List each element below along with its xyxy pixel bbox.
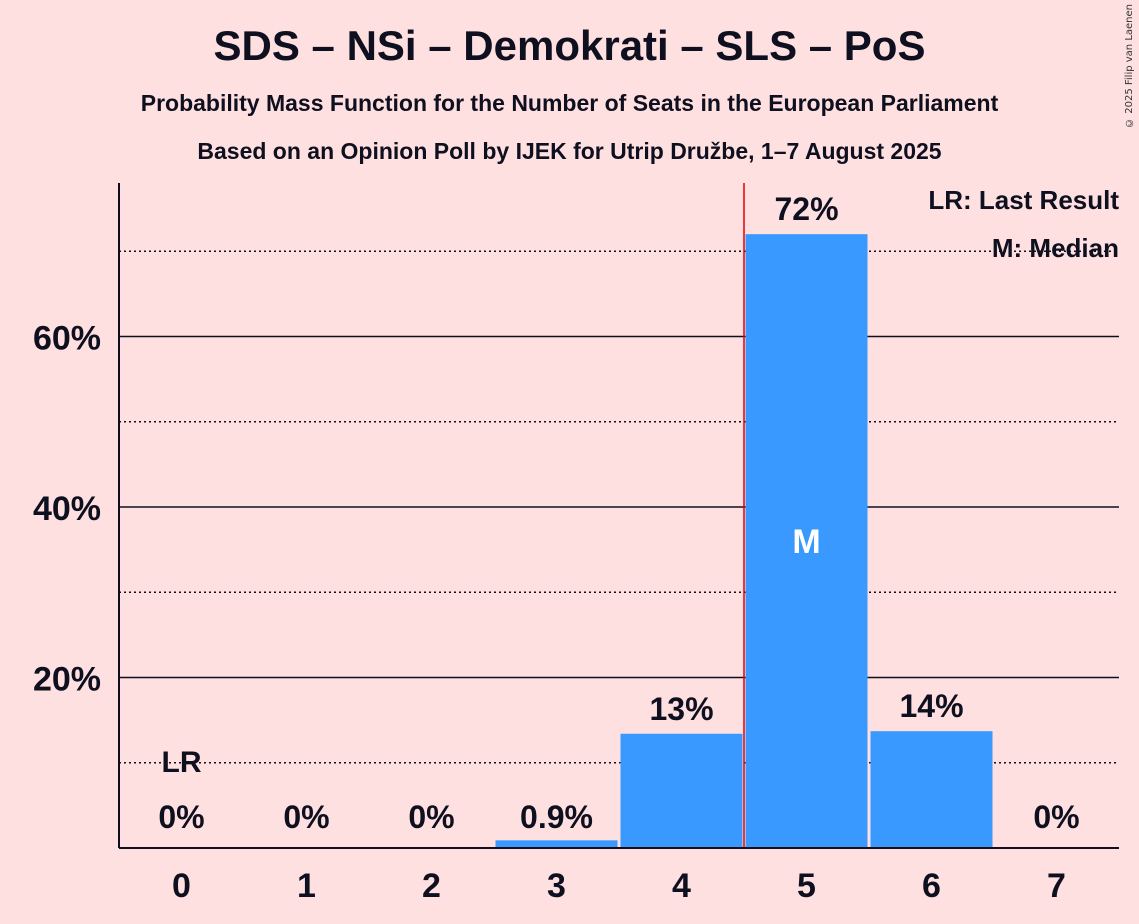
bar-value-label: 14% [899,688,963,724]
bar [495,840,618,848]
chart-subtitle: Probability Mass Function for the Number… [140,90,999,116]
bar-value-label: 0.9% [520,799,593,835]
bar [870,731,993,848]
x-tick-label: 7 [1047,867,1066,905]
x-tick-label: 0 [172,867,191,905]
bar-value-label: 0% [158,799,204,835]
x-tick-label: 5 [797,867,816,905]
x-tick-label: 2 [422,867,441,905]
chart-title: SDS – NSi – Demokrati – SLS – PoS [213,22,926,69]
bar [745,234,868,849]
median-marker: M [792,523,820,561]
bar-value-label: 13% [649,691,713,727]
bar-value-label: 0% [1033,799,1079,835]
x-tick-label: 4 [672,867,691,905]
legend-median: M: Median [992,233,1119,263]
legend-last-result: LR: Last Result [928,185,1119,215]
bar-value-label: 0% [408,799,454,835]
chart-source: Based on an Opinion Poll by IJEK for Utr… [197,138,942,164]
last-result-marker: LR [162,746,202,779]
x-tick-label: 6 [922,867,941,905]
y-tick-label: 20% [33,660,101,698]
y-tick-label: 60% [33,319,101,357]
bar-value-label: 72% [774,191,838,227]
bar-value-label: 0% [283,799,329,835]
bar [620,733,743,848]
x-tick-label: 3 [547,867,566,905]
y-tick-label: 40% [33,490,101,528]
x-tick-label: 1 [297,867,316,905]
